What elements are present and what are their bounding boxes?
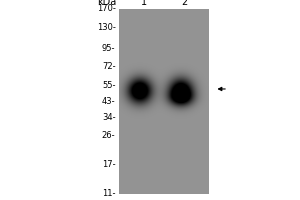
Text: 2: 2 xyxy=(182,0,188,7)
Text: kDa: kDa xyxy=(97,0,116,7)
Text: 11-: 11- xyxy=(102,189,116,198)
Text: 1: 1 xyxy=(141,0,147,7)
Text: 72-: 72- xyxy=(102,62,116,71)
Text: 43-: 43- xyxy=(102,97,116,106)
Text: 170-: 170- xyxy=(97,4,116,13)
Text: 26-: 26- xyxy=(102,131,116,140)
Text: 55-: 55- xyxy=(102,81,116,90)
Text: 34-: 34- xyxy=(102,113,116,122)
Text: 17-: 17- xyxy=(102,160,116,169)
Text: 95-: 95- xyxy=(102,44,116,53)
Text: 130-: 130- xyxy=(97,23,116,32)
